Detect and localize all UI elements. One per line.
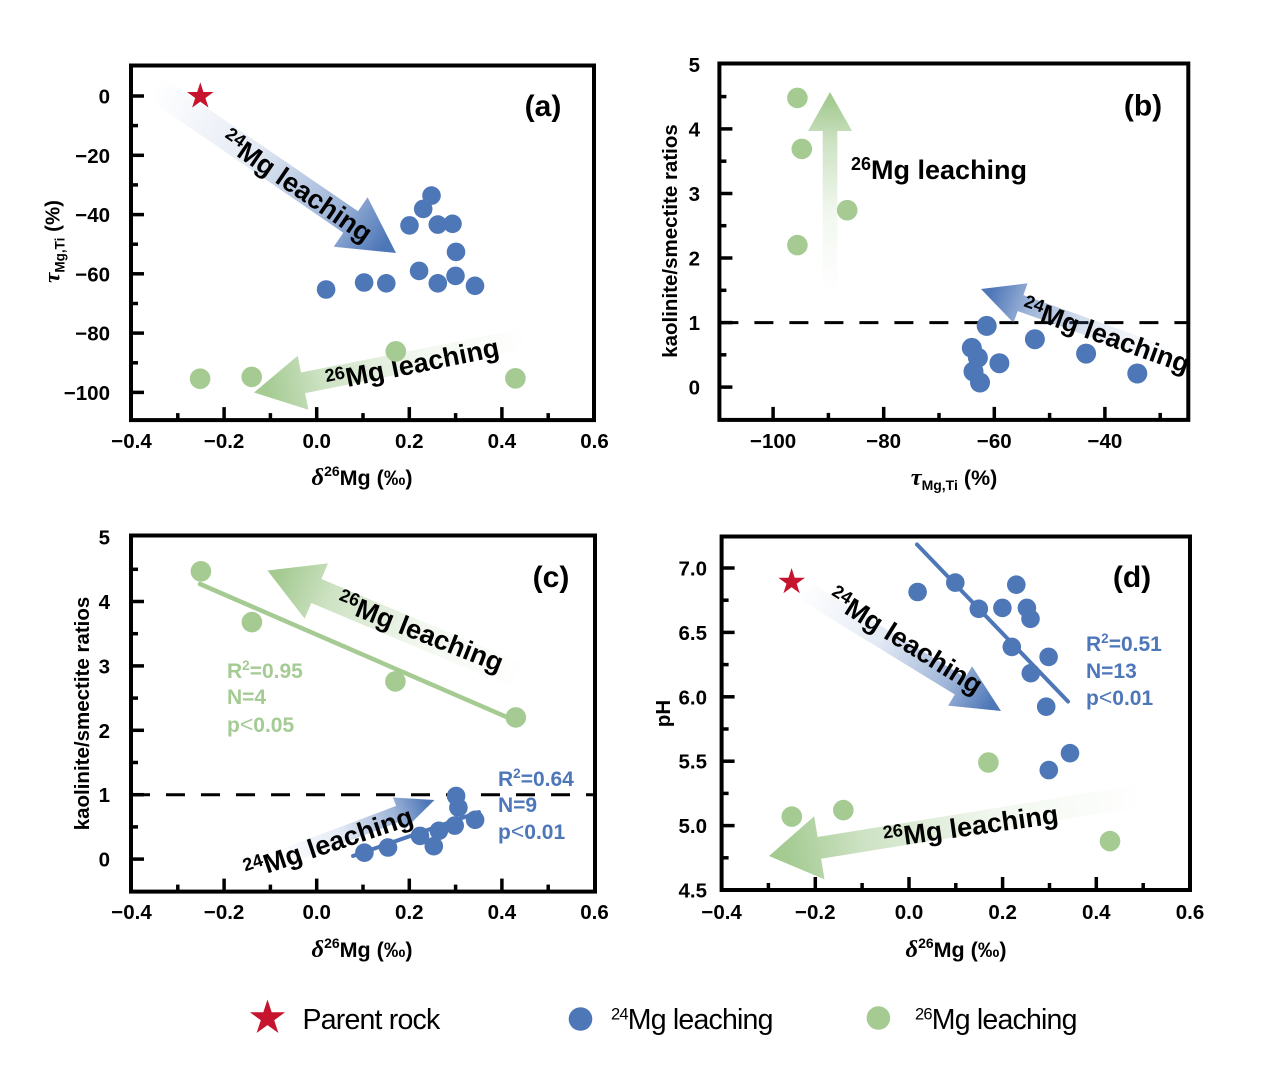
svg-text:−60: −60: [977, 430, 1012, 453]
svg-text:p<0.01: p<0.01: [1086, 684, 1153, 710]
svg-text:4: 4: [689, 118, 701, 141]
svg-text:p<0.01: p<0.01: [498, 818, 565, 844]
svg-text:−40: −40: [75, 204, 110, 227]
svg-text:−0.4: −0.4: [111, 430, 152, 453]
svg-text:N=13: N=13: [1086, 660, 1137, 683]
svg-text:0.4: 0.4: [488, 901, 517, 924]
svg-text:−100: −100: [64, 382, 110, 405]
svg-text:N=4: N=4: [227, 686, 266, 709]
svg-text:0.0: 0.0: [302, 901, 331, 924]
svg-text:5.0: 5.0: [679, 815, 708, 838]
svg-text:0.2: 0.2: [395, 901, 424, 924]
svg-text:0.0: 0.0: [302, 430, 331, 453]
svg-text:kaolinite/smectite ratios: kaolinite/smectite ratios: [71, 597, 94, 831]
svg-text:2: 2: [689, 248, 700, 271]
svg-text:1: 1: [689, 312, 700, 335]
svg-text:0.6: 0.6: [1176, 901, 1205, 924]
svg-text:0.2: 0.2: [395, 430, 424, 453]
svg-text:−0.2: −0.2: [204, 430, 244, 453]
svg-text:kaolinite/smectite ratios: kaolinite/smectite ratios: [659, 124, 682, 358]
svg-text:0.4: 0.4: [488, 430, 517, 453]
svg-text:0: 0: [689, 377, 700, 400]
svg-text:−0.2: −0.2: [204, 901, 244, 924]
svg-text:26Mg leaching: 26Mg leaching: [915, 1004, 1077, 1036]
svg-text:5: 5: [689, 54, 700, 77]
svg-text:6.5: 6.5: [679, 622, 708, 645]
svg-text:δ26Mg (‰): δ26Mg (‰): [312, 463, 413, 491]
svg-text:0.4: 0.4: [1082, 901, 1111, 924]
svg-text:−0.4: −0.4: [701, 901, 742, 924]
svg-text:0.2: 0.2: [988, 901, 1017, 924]
svg-text:2: 2: [99, 720, 110, 743]
svg-text:0: 0: [99, 86, 110, 109]
svg-text:R2=0.95: R2=0.95: [227, 658, 303, 683]
svg-text:Parent rock: Parent rock: [303, 1004, 441, 1036]
svg-text:6.0: 6.0: [679, 686, 708, 709]
svg-text:0.0: 0.0: [895, 901, 924, 924]
svg-text:τMg,Ti (%): τMg,Ti (%): [40, 200, 68, 283]
svg-text:(c): (c): [533, 561, 570, 594]
svg-text:−40: −40: [1088, 430, 1123, 453]
svg-text:−80: −80: [866, 430, 901, 453]
svg-text:(b): (b): [1124, 90, 1162, 123]
svg-text:−80: −80: [75, 323, 110, 346]
svg-text:0: 0: [99, 849, 110, 872]
svg-text:−100: −100: [750, 430, 796, 453]
svg-text:26Mg leaching: 26Mg leaching: [851, 154, 1027, 185]
svg-text:(d): (d): [1113, 561, 1151, 594]
svg-text:24Mg leaching: 24Mg leaching: [611, 1004, 773, 1036]
svg-text:1: 1: [99, 784, 110, 807]
svg-text:4: 4: [99, 591, 111, 614]
svg-text:−0.2: −0.2: [795, 901, 835, 924]
svg-text:3: 3: [689, 183, 700, 206]
svg-text:R2=0.64: R2=0.64: [498, 766, 574, 791]
svg-text:−60: −60: [75, 263, 110, 286]
svg-text:(a): (a): [525, 90, 562, 123]
svg-text:−0.4: −0.4: [111, 901, 152, 924]
svg-text:−20: −20: [75, 145, 110, 168]
svg-text:5.5: 5.5: [679, 751, 708, 774]
svg-text:p<0.05: p<0.05: [227, 711, 294, 737]
svg-text:R2=0.51: R2=0.51: [1086, 631, 1162, 656]
svg-text:δ26Mg (‰): δ26Mg (‰): [312, 935, 413, 963]
svg-text:δ26Mg (‰): δ26Mg (‰): [906, 935, 1007, 963]
svg-text:0.6: 0.6: [580, 430, 609, 453]
svg-text:pH: pH: [652, 700, 675, 727]
svg-text:τMg,Ti (%): τMg,Ti (%): [911, 464, 998, 493]
svg-text:N=9: N=9: [498, 794, 537, 817]
svg-text:4.5: 4.5: [679, 880, 708, 903]
svg-text:5: 5: [99, 527, 110, 550]
svg-text:7.0: 7.0: [679, 558, 708, 581]
svg-text:0.6: 0.6: [580, 901, 609, 924]
svg-text:3: 3: [99, 655, 110, 678]
